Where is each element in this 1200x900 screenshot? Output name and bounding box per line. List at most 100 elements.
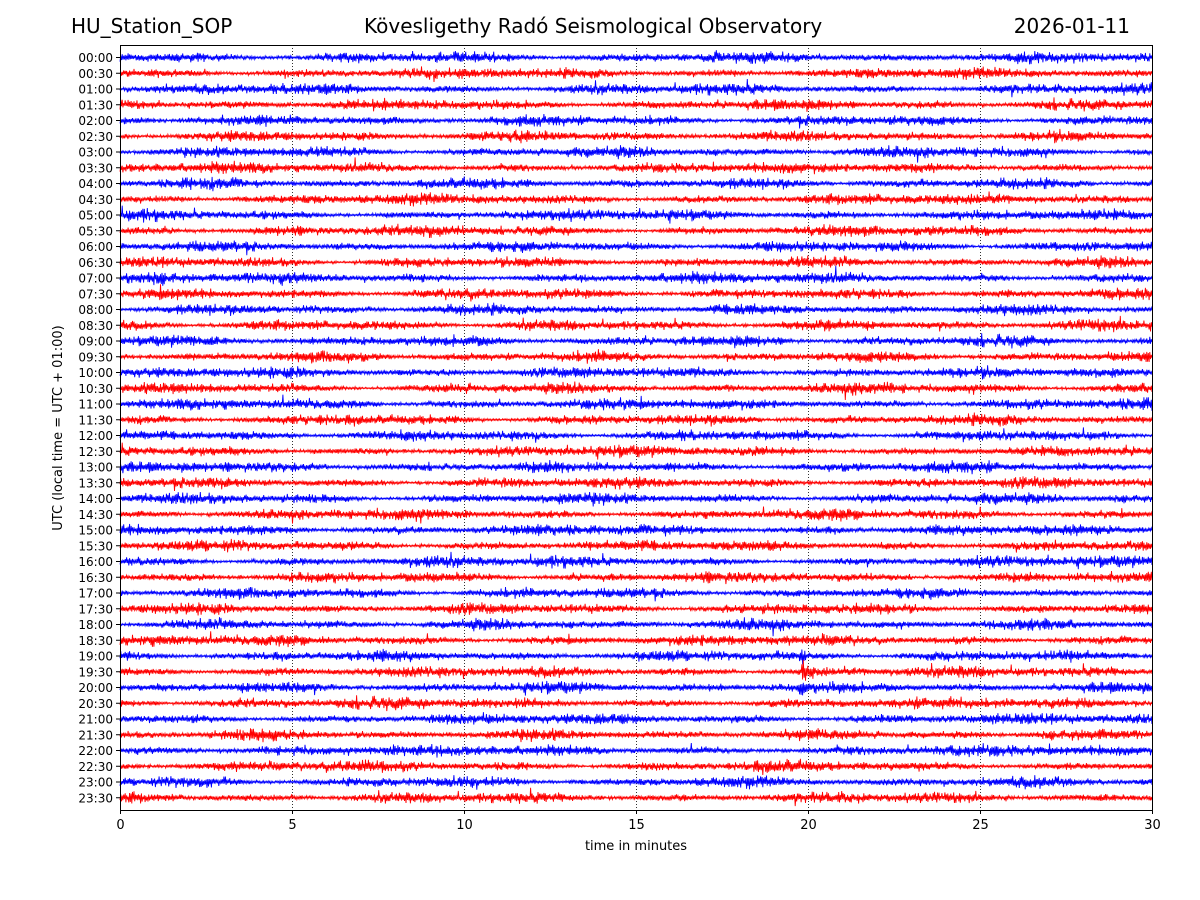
y-tick-label: 01:30: [78, 98, 113, 112]
trace-row: [119, 602, 1153, 616]
y-tick-label: 13:00: [78, 461, 113, 475]
trace-row: [119, 205, 1153, 224]
trace-row: [119, 240, 1153, 256]
trace-row: [119, 157, 1153, 175]
y-tick-label: 14:00: [78, 492, 113, 506]
x-tick-label: 30: [1144, 818, 1161, 833]
y-tick-label: 02:30: [78, 130, 113, 144]
y-tick-label: 03:30: [78, 161, 113, 175]
trace-row: [119, 284, 1153, 302]
y-tick-label: 12:00: [78, 429, 113, 443]
trace-row: [119, 727, 1153, 743]
y-tick-label: 11:30: [78, 413, 113, 427]
trace-row: [119, 570, 1153, 585]
trace-row: [119, 586, 1153, 602]
trace-row: [119, 412, 1153, 427]
y-tick-label: 03:00: [78, 146, 113, 160]
y-tick-label: 22:00: [78, 744, 113, 758]
trace-row: [119, 475, 1153, 491]
trace-row: [119, 315, 1153, 333]
trace-row: [119, 365, 1153, 380]
y-tick-label: 10:30: [78, 382, 113, 396]
y-tick-label: 08:30: [78, 319, 113, 333]
trace-row: [119, 442, 1153, 460]
trace-row: [119, 191, 1153, 207]
y-tick-label: 08:00: [78, 303, 113, 317]
x-tick-label: 0: [116, 818, 124, 833]
trace-row: [119, 97, 1153, 112]
y-tick-label: 23:30: [78, 791, 113, 805]
y-tick-label: 02:00: [78, 114, 113, 128]
y-tick-label: 10:00: [78, 366, 113, 380]
trace-row: [119, 78, 1153, 98]
y-tick-label: 19:00: [78, 650, 113, 664]
y-tick-label: 04:00: [78, 177, 113, 191]
trace-row: [119, 631, 1153, 648]
trace-row: [119, 551, 1153, 570]
y-tick-label: 00:30: [78, 67, 113, 81]
trace-row: [119, 50, 1153, 65]
y-tick-label: 21:00: [78, 713, 113, 727]
y-tick-label: 06:30: [78, 256, 113, 270]
trace-row: [119, 255, 1153, 270]
y-tick-label: 15:30: [78, 539, 113, 553]
y-tick-label: 16:30: [78, 571, 113, 585]
trace-row: [119, 223, 1153, 239]
y-tick-label: 23:00: [78, 776, 113, 790]
trace-row: [119, 491, 1153, 507]
trace-row: [119, 128, 1153, 144]
trace-row: [119, 333, 1153, 349]
vertical-grid: [292, 45, 981, 810]
trace-row: [119, 145, 1153, 163]
y-axis-label: UTC (local time = UTC + 01:00): [51, 325, 66, 530]
seismic-traces: [119, 50, 1153, 807]
y-tick-label: 13:30: [78, 476, 113, 490]
y-tick-label: 04:30: [78, 193, 113, 207]
y-tick-label: 22:30: [78, 760, 113, 774]
plot-frame: [120, 45, 1153, 811]
x-tick-label: 15: [628, 818, 645, 833]
x-tick-label: 10: [456, 818, 473, 833]
trace-row: [119, 427, 1153, 443]
trace-row: [119, 787, 1153, 807]
trace-row: [119, 176, 1153, 192]
trace-row: [119, 523, 1153, 537]
plot-date: 2026-01-11: [1013, 14, 1130, 38]
y-tick-label: 21:30: [78, 728, 113, 742]
y-tick-label: 01:00: [78, 83, 113, 97]
station-name: HU_Station_SOP: [71, 14, 233, 38]
y-tick-label: 07:00: [78, 272, 113, 286]
trace-row: [119, 265, 1153, 286]
y-tick-label: 14:30: [78, 508, 113, 522]
y-tick-label: 07:30: [78, 287, 113, 301]
y-tick-label: 16:00: [78, 555, 113, 569]
x-tick-label: 5: [288, 818, 296, 833]
x-axis-label: time in minutes: [585, 839, 687, 854]
y-tick-label: 20:00: [78, 681, 113, 695]
trace-row: [119, 648, 1153, 665]
y-tick-label: 05:30: [78, 224, 113, 238]
y-tick-label: 17:00: [78, 587, 113, 601]
trace-row: [119, 758, 1153, 776]
trace-row: [119, 506, 1153, 524]
trace-row: [119, 394, 1153, 411]
x-tick-label: 20: [800, 818, 817, 833]
y-tick-label: 17:30: [78, 602, 113, 616]
trace-row: [119, 680, 1153, 696]
y-tick-label: 19:30: [78, 665, 113, 679]
y-tick-label: 15:00: [78, 524, 113, 538]
x-tick-label: 25: [972, 818, 989, 833]
trace-row: [119, 114, 1153, 129]
y-tick-label: 06:00: [78, 240, 113, 254]
y-tick-label: 00:00: [78, 51, 113, 65]
trace-row: [119, 617, 1153, 637]
trace-row: [119, 743, 1153, 758]
y-tick-label: 09:30: [78, 350, 113, 364]
y-tick-label: 18:30: [78, 634, 113, 648]
x-axis-ticks: 0 5 10 15 20 25 30: [116, 810, 1161, 833]
trace-row: [119, 459, 1153, 475]
trace-row: [119, 66, 1153, 83]
trace-row: [119, 538, 1153, 553]
